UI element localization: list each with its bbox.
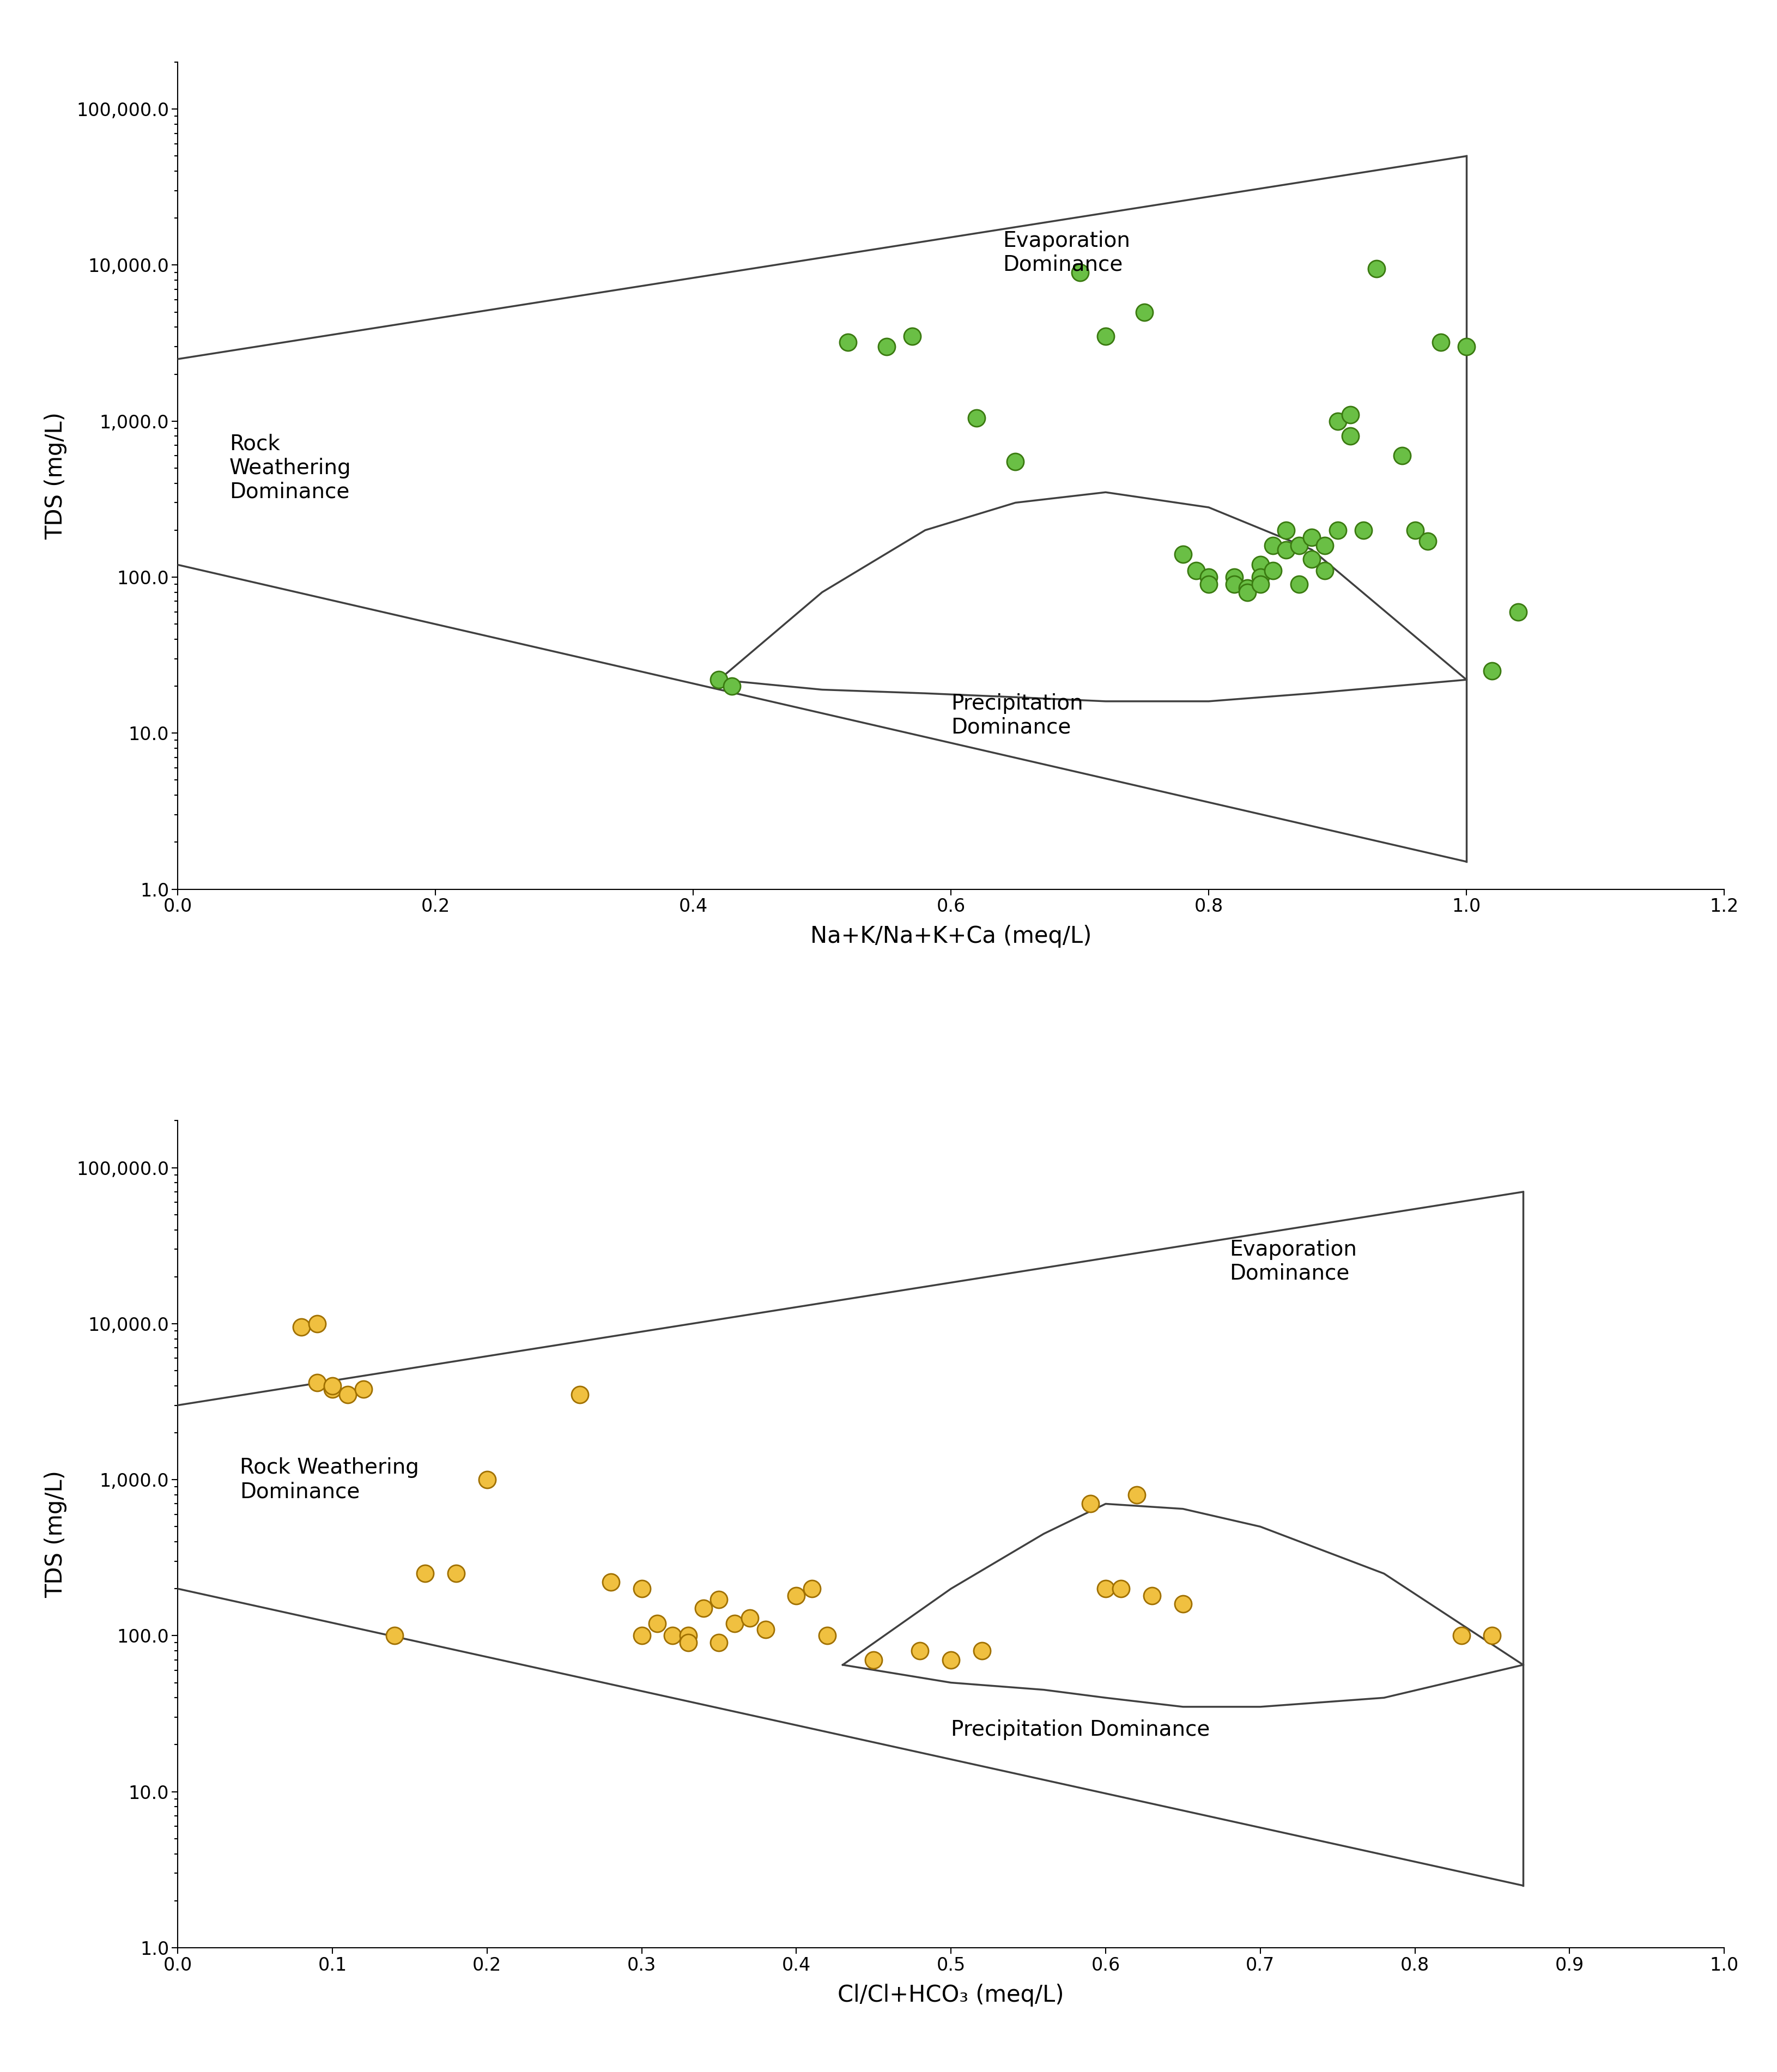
Point [704, 1583, 732, 1616]
Point [752, 1612, 780, 1645]
Point [1285, 528, 1313, 562]
Point [1349, 514, 1377, 547]
Point [1169, 1587, 1198, 1620]
Point [1107, 1573, 1136, 1606]
Point [1182, 553, 1210, 586]
Point [906, 1635, 935, 1668]
Text: Evaporation
Dominance: Evaporation Dominance [1230, 1239, 1356, 1285]
X-axis label: Na+K/Na+K+Ca (meq/L): Na+K/Na+K+Ca (meq/L) [810, 924, 1091, 947]
Point [673, 1618, 702, 1651]
Point [1400, 514, 1429, 547]
Point [565, 1378, 594, 1411]
Point [1091, 1573, 1120, 1606]
Point [704, 1627, 732, 1660]
Point [334, 1378, 363, 1411]
Point [1194, 562, 1223, 595]
Point [302, 1365, 331, 1399]
Y-axis label: TDS (mg/L): TDS (mg/L) [44, 1471, 68, 1598]
Point [798, 1573, 826, 1606]
Point [1194, 568, 1223, 601]
Point [720, 1606, 748, 1639]
Point [1361, 253, 1390, 286]
Point [1130, 296, 1159, 329]
Point [736, 1602, 764, 1635]
Point [1478, 1618, 1507, 1651]
Point [1066, 255, 1095, 288]
X-axis label: Cl/Cl+HCO₃ (meq/L): Cl/Cl+HCO₃ (meq/L) [837, 1983, 1064, 2006]
Point [782, 1579, 810, 1612]
Point [936, 1643, 965, 1676]
Point [1233, 572, 1262, 605]
Point [1452, 329, 1480, 363]
Point [1446, 1618, 1475, 1651]
Point [1246, 562, 1274, 595]
Text: Evaporation
Dominance: Evaporation Dominance [1002, 230, 1130, 276]
Point [704, 663, 732, 696]
Point [597, 1566, 626, 1600]
Point [873, 329, 901, 363]
Point [1297, 520, 1326, 553]
Point [288, 1312, 316, 1345]
Point [1388, 439, 1416, 472]
Point [1336, 398, 1365, 431]
Point [1478, 655, 1507, 688]
Point [1425, 325, 1454, 358]
Point [1322, 514, 1352, 547]
Point [643, 1606, 672, 1639]
Point [318, 1370, 347, 1403]
Point [1336, 421, 1365, 454]
Text: Precipitation
Dominance: Precipitation Dominance [951, 692, 1082, 738]
Point [1091, 319, 1120, 352]
Point [442, 1556, 471, 1589]
Point [1285, 568, 1313, 601]
Point [689, 1591, 718, 1624]
Point [1121, 1477, 1150, 1510]
Text: Precipitation Dominance: Precipitation Dominance [951, 1720, 1210, 1740]
Point [1258, 553, 1287, 586]
Point [473, 1463, 501, 1496]
Point [1503, 595, 1532, 628]
Point [657, 1618, 686, 1651]
Point [627, 1573, 656, 1606]
Point [410, 1556, 439, 1589]
Point [673, 1627, 702, 1660]
Y-axis label: TDS (mg/L): TDS (mg/L) [44, 412, 68, 539]
Point [897, 319, 926, 352]
Point [380, 1618, 409, 1651]
Point [348, 1372, 377, 1405]
Point [1246, 568, 1274, 601]
Point [1310, 553, 1338, 586]
Point [1233, 576, 1262, 609]
Point [1246, 549, 1274, 582]
Point [833, 325, 862, 358]
Point [1137, 1579, 1166, 1612]
Point [1322, 404, 1352, 437]
Point [1413, 524, 1441, 557]
Text: Rock Weathering
Dominance: Rock Weathering Dominance [240, 1457, 419, 1502]
Point [1272, 533, 1301, 566]
Point [963, 402, 992, 435]
Point [318, 1372, 347, 1405]
Point [1169, 539, 1198, 572]
Point [812, 1618, 841, 1651]
Point [1297, 543, 1326, 576]
Point [860, 1643, 888, 1676]
Point [627, 1618, 656, 1651]
Point [1310, 528, 1338, 562]
Point [1219, 568, 1247, 601]
Text: Rock
Weathering
Dominance: Rock Weathering Dominance [229, 433, 352, 501]
Point [1258, 528, 1287, 562]
Point [302, 1307, 331, 1341]
Point [718, 669, 746, 702]
Point [1219, 562, 1247, 595]
Point [1000, 445, 1029, 479]
Point [1075, 1488, 1104, 1521]
Point [967, 1635, 995, 1668]
Point [1272, 514, 1301, 547]
